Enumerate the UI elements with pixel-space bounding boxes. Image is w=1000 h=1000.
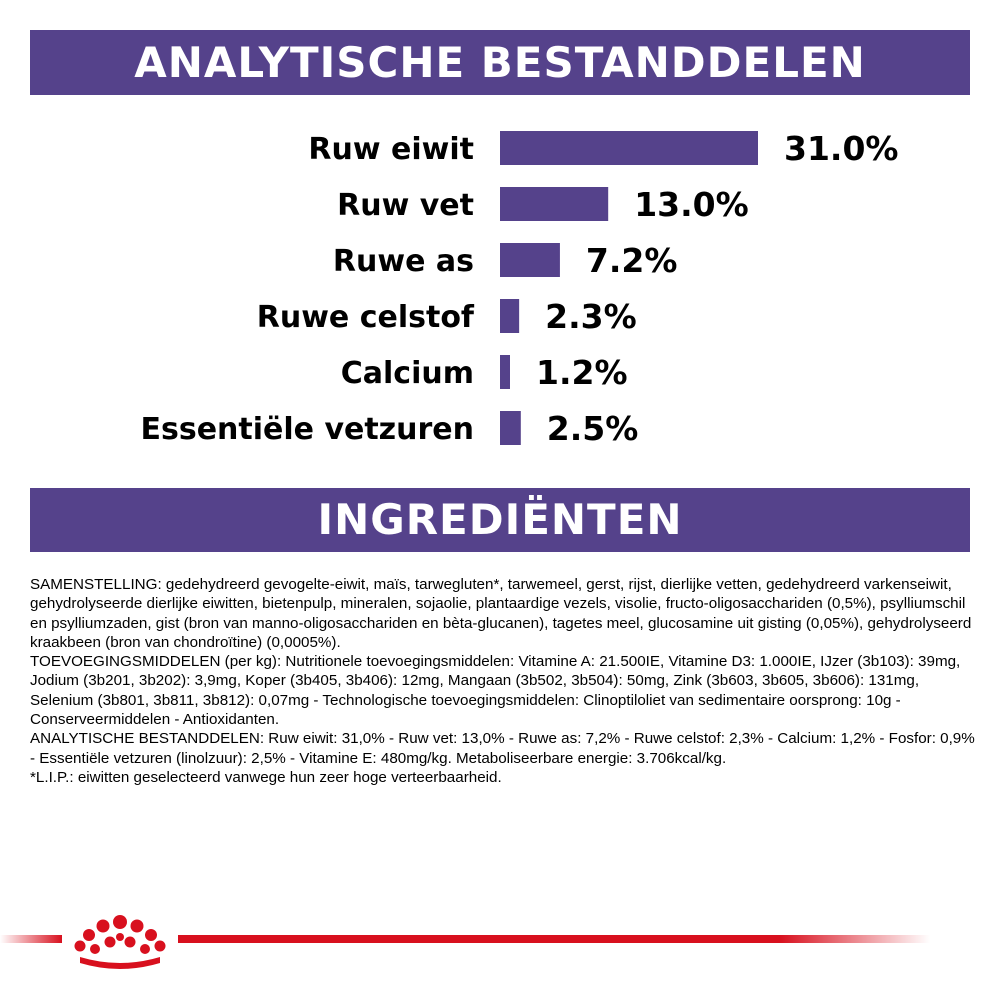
ingredients-text: SAMENSTELLING: gedehydreerd gevogelte-ei… — [30, 575, 975, 787]
category-label: Ruwe celstof — [257, 300, 475, 335]
footer-brand-strip — [0, 915, 930, 969]
value-label: 13.0% — [634, 185, 749, 224]
analysis-paragraph: ANALYTISCHE BESTANDDELEN: Ruw eiwit: 31,… — [30, 730, 975, 767]
crown-icon — [74, 915, 166, 969]
bar — [500, 131, 758, 165]
bar — [500, 355, 510, 389]
footnote-paragraph: *L.I.P.: eiwitten geselecteerd vanwege h… — [30, 768, 502, 786]
bar — [500, 299, 520, 333]
category-label: Calcium — [341, 356, 474, 391]
analysis-title-banner: ANALYTISCHE BESTANDDELEN — [30, 30, 970, 95]
value-label: 31.0% — [784, 129, 899, 168]
category-label: Ruw vet — [337, 188, 474, 223]
bar — [500, 187, 609, 221]
value-label: 7.2% — [586, 241, 678, 280]
footer-line-right — [178, 935, 930, 943]
value-label: 1.2% — [536, 353, 628, 392]
value-label: 2.3% — [545, 297, 637, 336]
footer-line-left — [0, 935, 62, 943]
nutrient-bar-chart: Ruw eiwit 31.0% Ruw vet 13.0% Ruwe as 7.2% Ruw… — [140, 129, 899, 448]
value-label: 2.5% — [547, 409, 639, 448]
category-label: Essentiële vetzuren — [140, 412, 474, 447]
composition-paragraph: SAMENSTELLING: gedehydreerd gevogelte-ei… — [30, 576, 972, 651]
ingredients-title-banner: INGREDIËNTEN — [30, 488, 970, 552]
bar — [500, 243, 560, 277]
bar — [500, 411, 521, 445]
category-label: Ruwe as — [333, 244, 474, 279]
category-label: Ruw eiwit — [308, 132, 474, 167]
ingredients-title: INGREDIËNTEN — [317, 495, 683, 544]
analysis-title: ANALYTISCHE BESTANDDELEN — [134, 38, 866, 87]
additives-paragraph: TOEVOEGINGSMIDDELEN (per kg): Nutritione… — [30, 653, 961, 729]
